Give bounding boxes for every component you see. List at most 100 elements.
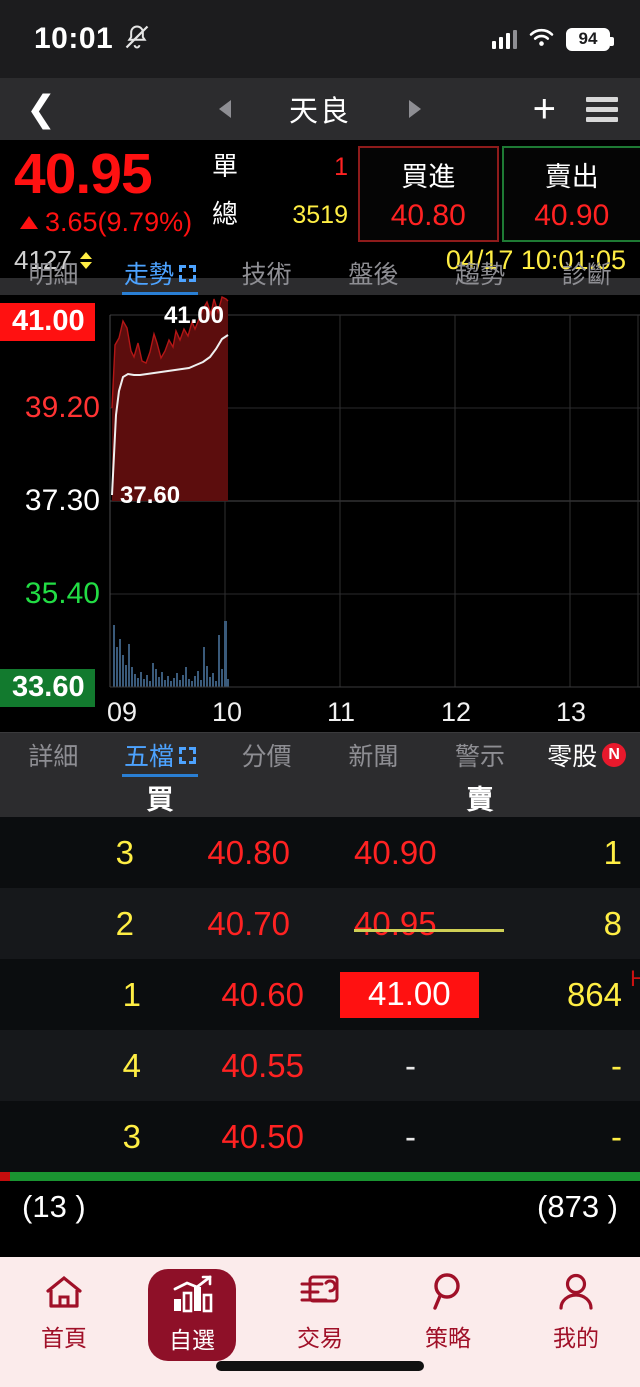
sell-price-text: 40.95 [354, 904, 437, 942]
last-price-underline [354, 928, 504, 932]
page-title: 天良 [288, 96, 351, 128]
single-volume-label: 單 [212, 151, 239, 181]
chart-volume-series [110, 621, 638, 688]
battery-indicator: 94 [566, 27, 614, 51]
svg-text:13: 13 [556, 697, 586, 727]
quote-timestamp: 04/17 10:01:05 [445, 244, 626, 275]
wifi-icon [528, 27, 555, 52]
chart-x-axis: 09 10 11 12 13 [107, 697, 586, 727]
bottom-nav-item-strategy[interactable]: 策略 [384, 1269, 512, 1353]
depth-table: 3 40.80 40.90 1 2 40.70 40.95 8 1 40.60 … [0, 817, 640, 1172]
buy-qty: 3 [115, 833, 134, 871]
tab-xinwen[interactable]: 新聞 [320, 733, 427, 777]
bottom-nav-label: 自選 [169, 1327, 215, 1353]
buy-button[interactable]: 買進 40.80 [358, 146, 499, 242]
home-indicator [216, 1361, 424, 1371]
svg-text:11: 11 [327, 697, 355, 727]
tab-label: 趨勢 [455, 261, 506, 289]
tab-linggu[interactable]: 零股 N [533, 733, 640, 777]
price-change: 3.65(9.79%) [45, 207, 193, 237]
tab-zoushi[interactable]: 走勢 [107, 251, 214, 295]
expand-icon[interactable] [179, 746, 197, 764]
bottom-nav-item-watchlist[interactable]: 自選 [128, 1269, 256, 1361]
bottom-nav-item-trade[interactable]: 交易 [256, 1269, 384, 1353]
tab-label: 五檔 [124, 743, 175, 771]
bottom-nav-label: 交易 [297, 1325, 343, 1351]
reference-value-group[interactable]: 4127 [14, 245, 92, 276]
sell-qty: - [611, 1117, 622, 1155]
tab-jishu[interactable]: 技術 [213, 251, 320, 295]
tab-xiangxi[interactable]: 詳細 [0, 733, 107, 777]
table-row[interactable]: 4 40.55 - - [0, 1030, 640, 1101]
sell-price: - [405, 1046, 416, 1084]
secondary-tab-bar: 詳細 五檔 分價 新聞 警示 零股 N [0, 732, 640, 777]
hamburger-menu-icon[interactable] [586, 96, 618, 122]
table-row[interactable]: 3 40.80 40.90 1 [0, 817, 640, 888]
nav-right-group: + [532, 87, 618, 131]
status-bar-left: 10:01 [34, 22, 151, 56]
chart-price-series [111, 295, 229, 501]
magnifier-icon [428, 1269, 468, 1315]
high-marker: H [630, 965, 640, 991]
ratio-buy-segment [0, 1172, 10, 1181]
table-row[interactable]: 1 40.60 41.00 864 H [0, 959, 640, 1030]
depth-sell-header: 賣 [466, 784, 494, 815]
buy-sell-ratio-bar [0, 1172, 640, 1181]
depth-totals: (13 ) (873 ) [0, 1181, 640, 1233]
quote-main-row: 40.95 3.65(9.79%) 單 1 總 3519 買進 40.80 賣出 [0, 146, 640, 242]
svg-text:10: 10 [212, 697, 242, 727]
buy-qty: 2 [115, 904, 134, 942]
chart-y-label-upper: 39.20 [24, 391, 100, 424]
status-time: 10:01 [34, 22, 114, 55]
chart-canvas: 41.00 37.60 09 10 11 12 13 [0, 295, 640, 732]
ratio-sell-segment [9, 1172, 640, 1181]
bottom-nav-bar: 首頁 自選 [0, 1257, 640, 1387]
sell-price: 41.00 [340, 971, 481, 1018]
bottom-nav-label: 首頁 [41, 1325, 87, 1351]
bottom-nav-item-home[interactable]: 首頁 [0, 1269, 128, 1353]
order-buttons: 買進 40.80 賣出 40.90 [352, 146, 640, 242]
battery-level: 94 [578, 29, 598, 48]
primary-tab-bar: 明細 走勢 技術 盤後 趨勢 診斷 [0, 250, 640, 295]
tab-label: 盤後 [348, 261, 399, 289]
status-bar-right: 94 [491, 27, 614, 52]
depth-header: 買 賣 [0, 777, 640, 817]
depth-buy-header: 買 [146, 784, 174, 815]
tab-zhenduan[interactable]: 診斷 [533, 251, 640, 295]
sell-qty: - [611, 1046, 622, 1084]
tab-mingxi[interactable]: 明細 [0, 251, 107, 295]
triangle-up-icon [20, 216, 38, 229]
tab-label: 新聞 [348, 743, 399, 771]
table-row[interactable]: 3 40.50 - - [0, 1101, 640, 1172]
buy-button-label: 買進 [401, 162, 456, 192]
back-button[interactable]: ❮ [26, 88, 57, 129]
chart-y-label-lower: 35.40 [24, 577, 100, 610]
tab-wudang[interactable]: 五檔 [107, 733, 214, 777]
bottom-nav-active-wrap: 自選 [148, 1269, 236, 1361]
tab-jingshi[interactable]: 警示 [427, 733, 534, 777]
sell-price-highlighted: 41.00 [340, 971, 479, 1018]
sell-button[interactable]: 賣出 40.90 [501, 146, 640, 242]
table-row[interactable]: 2 40.70 40.95 8 [0, 888, 640, 959]
tab-panhou[interactable]: 盤後 [320, 251, 427, 295]
sell-qty-text: 864 [566, 975, 622, 1013]
tab-fenjia[interactable]: 分價 [213, 733, 320, 777]
quote-panel: 40.95 3.65(9.79%) 單 1 總 3519 買進 40.80 賣出 [0, 140, 640, 278]
triangle-right-icon[interactable] [409, 100, 421, 118]
chart-high-annotation: 41.00 [164, 302, 224, 329]
bar-chart-trend-icon [169, 1275, 215, 1319]
bottom-nav-item-mine[interactable]: 我的 [512, 1269, 640, 1353]
tab-label: 警示 [455, 743, 506, 771]
chart-limit-down-label: 33.60 [0, 669, 95, 707]
chart-average-series [111, 334, 229, 496]
bell-slash-icon [123, 23, 151, 56]
expand-icon[interactable] [179, 264, 197, 282]
triangle-left-icon[interactable] [218, 100, 231, 118]
plus-icon[interactable]: + [532, 87, 556, 131]
svg-text:12: 12 [441, 697, 471, 727]
total-volume-value: 3519 [292, 201, 348, 229]
up-down-arrows-icon[interactable] [79, 251, 92, 269]
tab-qushi[interactable]: 趨勢 [427, 251, 534, 295]
sell-qty: 8 [603, 904, 622, 942]
intraday-chart[interactable]: 41.00 37.60 09 10 11 12 13 41.00 39.20 3… [0, 295, 640, 732]
